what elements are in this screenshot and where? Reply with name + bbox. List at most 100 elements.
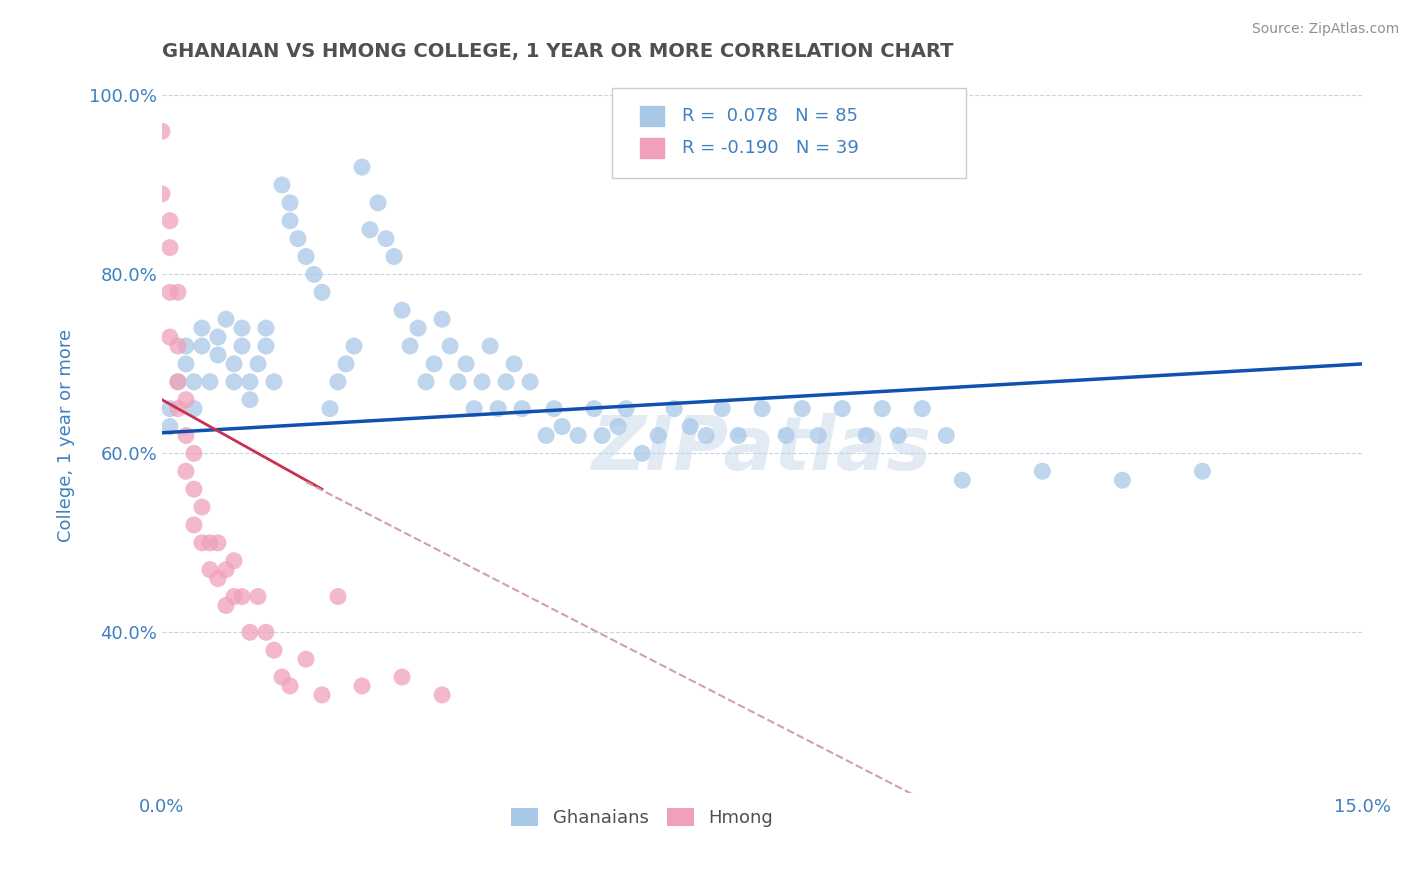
Text: R =  0.078   N = 85: R = 0.078 N = 85 [682, 106, 858, 125]
Point [150, 186, 173, 201]
Point [311, 285, 333, 300]
Point [950, 473, 973, 487]
Point [191, 500, 214, 514]
Point [222, 554, 245, 568]
Point [295, 652, 318, 666]
Point [167, 375, 190, 389]
Point [198, 375, 221, 389]
Point [278, 679, 301, 693]
Point [326, 375, 349, 389]
Point [751, 401, 773, 416]
Point [543, 401, 565, 416]
Point [167, 401, 190, 416]
Point [662, 401, 685, 416]
Point [343, 339, 366, 353]
Point [855, 428, 877, 442]
Point [271, 178, 294, 192]
Point [495, 375, 517, 389]
Point [415, 375, 437, 389]
Point [263, 643, 285, 657]
Point [471, 375, 494, 389]
Point [1031, 464, 1053, 478]
Point [167, 339, 190, 353]
Point [1191, 464, 1213, 478]
Point [911, 401, 934, 416]
Point [207, 536, 229, 550]
Point [239, 375, 262, 389]
Point [278, 213, 301, 227]
Point [695, 428, 717, 442]
Point [935, 428, 957, 442]
Point [335, 357, 357, 371]
Point [222, 375, 245, 389]
FancyBboxPatch shape [640, 105, 664, 126]
Point [792, 401, 814, 416]
Point [359, 223, 381, 237]
Point [215, 312, 238, 326]
Point [254, 321, 277, 335]
Point [391, 303, 413, 318]
Point [183, 517, 205, 532]
Point [430, 312, 453, 326]
Point [174, 357, 197, 371]
Point [591, 428, 613, 442]
Point [534, 428, 557, 442]
Point [174, 428, 197, 442]
Y-axis label: College, 1 year or more: College, 1 year or more [58, 329, 75, 542]
Point [486, 401, 509, 416]
FancyBboxPatch shape [640, 138, 664, 159]
Point [391, 670, 413, 684]
Point [295, 250, 318, 264]
Point [159, 213, 181, 227]
Point [271, 670, 294, 684]
Point [231, 321, 253, 335]
Point [399, 339, 422, 353]
Point [246, 357, 269, 371]
Point [647, 428, 669, 442]
Point [159, 330, 181, 344]
Point [215, 599, 238, 613]
Point [350, 679, 373, 693]
Point [183, 446, 205, 460]
Point [167, 375, 190, 389]
Text: R = -0.190   N = 39: R = -0.190 N = 39 [682, 139, 859, 158]
Point [423, 357, 446, 371]
Point [174, 339, 197, 353]
Point [439, 339, 461, 353]
Point [174, 392, 197, 407]
Point [159, 285, 181, 300]
Point [254, 625, 277, 640]
Point [350, 160, 373, 174]
Point [311, 688, 333, 702]
Point [479, 339, 502, 353]
Point [319, 401, 342, 416]
Point [183, 375, 205, 389]
Point [191, 339, 214, 353]
Point [239, 392, 262, 407]
Point [463, 401, 485, 416]
Point [1111, 473, 1133, 487]
Point [207, 572, 229, 586]
Point [614, 401, 637, 416]
Point [174, 464, 197, 478]
Point [607, 419, 630, 434]
Point [631, 446, 654, 460]
Point [775, 428, 797, 442]
Point [150, 124, 173, 138]
Point [447, 375, 470, 389]
Point [872, 401, 894, 416]
Point [375, 232, 398, 246]
Point [183, 401, 205, 416]
Point [198, 563, 221, 577]
Point [159, 419, 181, 434]
Point [679, 419, 702, 434]
Point [503, 357, 526, 371]
Point [159, 401, 181, 416]
Text: Source: ZipAtlas.com: Source: ZipAtlas.com [1251, 22, 1399, 37]
Point [222, 590, 245, 604]
Point [191, 536, 214, 550]
Point [278, 195, 301, 210]
Point [887, 428, 910, 442]
Point [183, 482, 205, 496]
Text: ZIPatlas: ZIPatlas [592, 413, 932, 486]
